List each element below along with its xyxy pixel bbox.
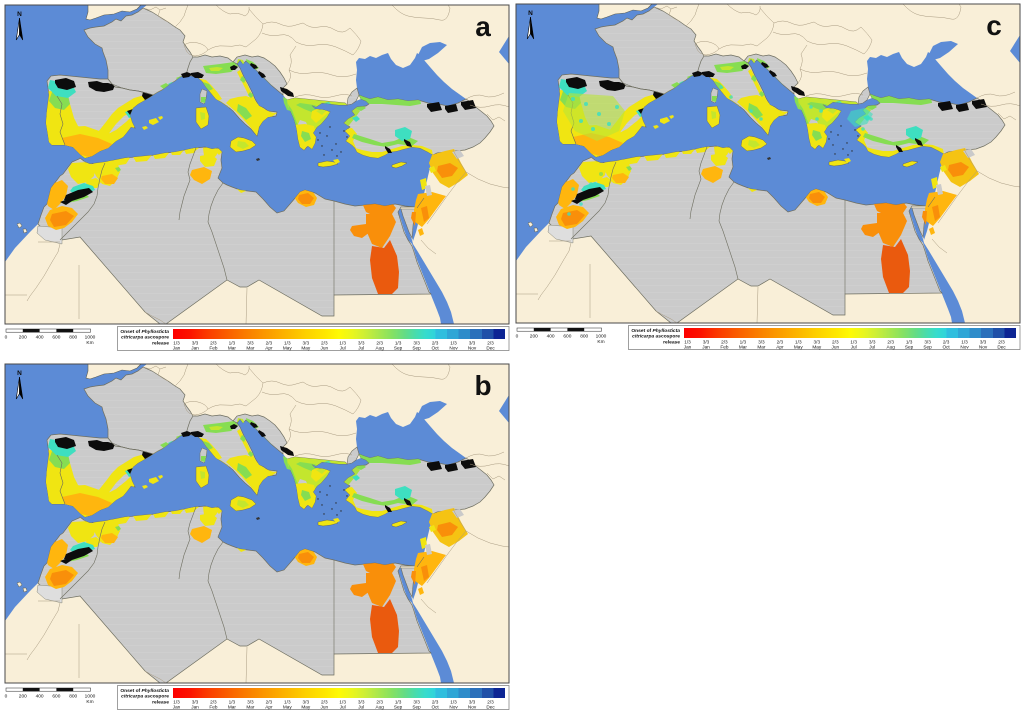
svg-text:a: a — [475, 11, 491, 42]
svg-text:b: b — [474, 370, 491, 401]
svg-text:c: c — [986, 10, 1002, 41]
